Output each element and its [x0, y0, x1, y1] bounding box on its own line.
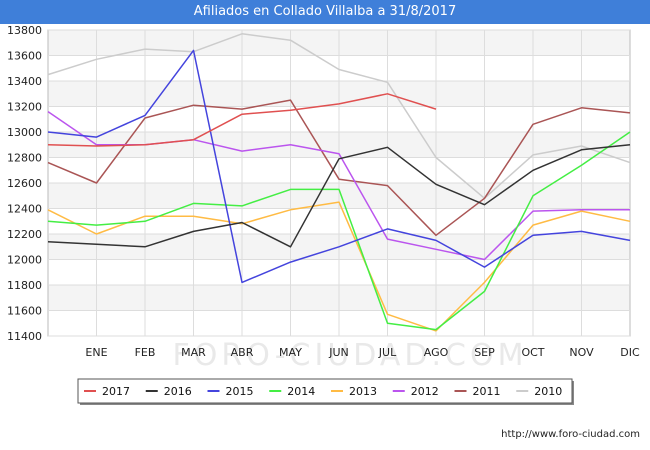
legend-box: [77, 378, 573, 404]
legend-label-2017: 2017: [102, 385, 130, 398]
y-tick-label: 13000: [7, 126, 42, 139]
series-line-2015: [47, 49, 631, 284]
series-line-2010: [47, 33, 631, 200]
x-tick-label: JUN: [328, 346, 349, 359]
y-tick-label: 12600: [7, 177, 42, 190]
series-line-2016: [47, 144, 631, 248]
series-line-2011: [47, 99, 631, 237]
y-tick-label: 13600: [7, 50, 42, 63]
y-tick-label: 13200: [7, 101, 42, 114]
x-tick-label: ENE: [85, 346, 107, 359]
legend-label-2013: 2013: [349, 385, 377, 398]
series-line-2017: [47, 93, 437, 147]
x-tick-label: OCT: [521, 346, 544, 359]
x-tick-label: JUL: [378, 346, 397, 359]
y-axis-ticks: 11400 11600 11800 12000 12200 12400 12600 12800…: [7, 24, 42, 343]
x-axis-ticks: ENE FEB MAR ABR MAY JUN JUL AGO SEP OCT NOV DIC: [85, 346, 640, 359]
x-tick-label: FEB: [135, 346, 156, 359]
x-tick-label: NOV: [569, 346, 594, 359]
legend-label-2010: 2010: [534, 385, 562, 398]
y-tick-label: 11600: [7, 305, 42, 318]
chart-title: Afiliados en Collado Villalba a 31/8/201…: [0, 0, 650, 24]
y-tick-label: 12400: [7, 203, 42, 216]
x-tick-label: ABR: [231, 346, 254, 359]
y-tick-label: 12200: [7, 228, 42, 241]
y-tick-label: 11400: [7, 330, 42, 343]
y-tick-label: 13400: [7, 75, 42, 88]
legend: 2017 2016 2015 2014 2013 2012 2011 2010: [77, 378, 574, 405]
series-line-2013: [47, 201, 631, 332]
y-tick-label: 13800: [7, 24, 42, 37]
legend-label-2012: 2012: [411, 385, 439, 398]
x-tick-label: MAY: [279, 346, 302, 359]
y-tick-label: 11800: [7, 279, 42, 292]
legend-label-2011: 2011: [473, 385, 501, 398]
vertical-gridlines: [96, 30, 582, 336]
series-lines: [47, 33, 631, 332]
x-tick-label: AGO: [424, 346, 449, 359]
y-tick-label: 12800: [7, 152, 42, 165]
y-tick-label: 12000: [7, 254, 42, 267]
legend-label-2014: 2014: [287, 385, 315, 398]
legend-label-2016: 2016: [164, 385, 192, 398]
x-tick-label: DIC: [620, 346, 640, 359]
series-line-2014: [47, 131, 631, 331]
watermark-text: FORO-CIUDAD.COM: [173, 338, 528, 373]
legend-label-2015: 2015: [226, 385, 254, 398]
x-tick-label: SEP: [474, 346, 495, 359]
x-tick-label: MAR: [181, 346, 206, 359]
source-url: http://www.foro-ciudad.com: [501, 429, 640, 440]
